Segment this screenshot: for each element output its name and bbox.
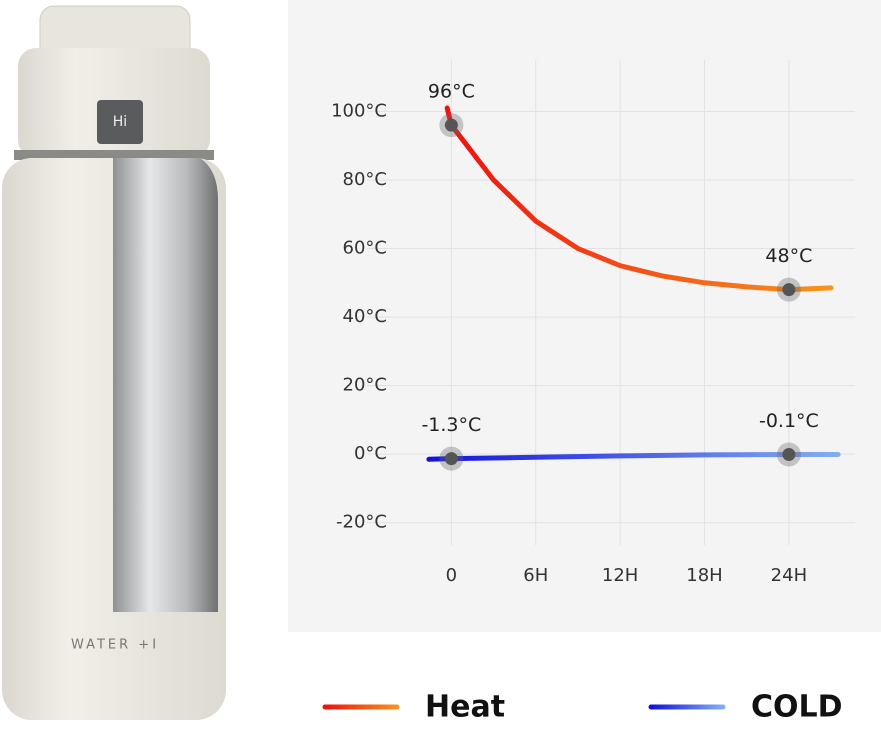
x-tick-label: 6H (523, 565, 548, 586)
y-tick-label: 60°C (343, 238, 387, 259)
x-tick-label: 12H (602, 565, 638, 586)
y-tick-label: 100°C (331, 100, 387, 121)
point (444, 118, 458, 132)
brand: WATER +I (71, 638, 159, 653)
point (444, 452, 458, 466)
y-tick-label: 40°C (343, 306, 387, 327)
series-line (444, 105, 834, 293)
point (782, 283, 796, 297)
value-label: 96°C (428, 81, 475, 103)
button-label: Hi (113, 114, 127, 130)
legend-label: COLD (751, 690, 843, 725)
point (782, 448, 796, 462)
x-tick-label: 18H (686, 565, 722, 586)
bottle: Hi WATER +I (2, 5, 226, 720)
y-tick-label: -20°C (336, 512, 387, 533)
y-tick-label: 20°C (343, 375, 387, 396)
value-label: -1.3°C (421, 414, 481, 436)
x-tick-label: 0 (446, 565, 457, 586)
value-label: 48°C (765, 245, 812, 267)
value-label: -0.1°C (759, 410, 819, 432)
x-tick-label: 24H (771, 565, 807, 586)
legend-label: Heat (425, 690, 505, 725)
chart-panel (288, 0, 881, 632)
y-tick-label: 0°C (354, 443, 387, 464)
y-tick-label: 80°C (343, 169, 387, 190)
